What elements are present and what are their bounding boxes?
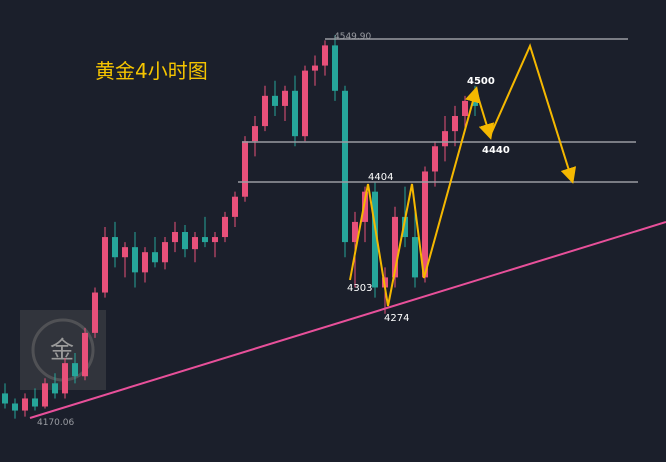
- candle-body: [42, 383, 48, 407]
- candle-body: [2, 393, 8, 404]
- candle-body: [202, 237, 208, 243]
- candle-body: [452, 116, 458, 132]
- candle-body: [152, 252, 158, 263]
- candle-body: [262, 95, 268, 127]
- candle-body: [232, 196, 238, 217]
- price-label: 4549.90: [334, 32, 371, 42]
- candle-body: [342, 90, 348, 243]
- candle-body: [272, 95, 278, 106]
- candle-body: [212, 237, 218, 243]
- candle-body: [52, 383, 58, 394]
- candle-body: [442, 131, 448, 147]
- price-label: 4303: [347, 283, 372, 294]
- candle-body: [132, 247, 138, 273]
- candle-body: [252, 126, 258, 142]
- path-arrow: [489, 43, 577, 184]
- chart-title: 黄金4小时图: [95, 59, 208, 83]
- candle-body: [422, 171, 428, 278]
- candle-body: [22, 398, 28, 411]
- path-arrow: [475, 89, 495, 140]
- path-arrow: [349, 86, 481, 307]
- candle-body: [172, 232, 178, 243]
- price-label: 4274: [384, 313, 409, 324]
- candle-body: [352, 221, 358, 243]
- candle-body: [412, 237, 418, 278]
- candle-body: [462, 100, 468, 117]
- candle-body: [182, 232, 188, 250]
- candle-body: [402, 216, 408, 238]
- candle-body: [392, 216, 398, 278]
- candle-body: [222, 216, 228, 238]
- candle-body: [102, 237, 108, 293]
- candle-body: [282, 90, 288, 106]
- candle-body: [72, 363, 78, 377]
- price-label: 4404: [368, 172, 393, 183]
- candle-body: [302, 70, 308, 137]
- candle-body: [312, 65, 318, 71]
- candle-body: [142, 252, 148, 273]
- candle-body: [112, 237, 118, 258]
- candle-body: [242, 141, 248, 197]
- candle-body: [82, 332, 88, 377]
- candle-body: [322, 45, 328, 66]
- trend-line: [29, 221, 666, 419]
- candle-body: [12, 403, 18, 411]
- candle-body: [292, 90, 298, 137]
- watermark: 金: [50, 336, 74, 364]
- price-label: 4500: [467, 76, 495, 87]
- candle-body: [32, 398, 38, 407]
- candle-body: [192, 237, 198, 250]
- price-label: 4440: [482, 145, 510, 156]
- candle-body: [122, 247, 128, 258]
- candle-body: [372, 191, 378, 288]
- candle-body: [362, 191, 368, 222]
- price-label: 4170.06: [37, 418, 74, 428]
- candle-body: [162, 242, 168, 263]
- candle-body: [432, 146, 438, 172]
- candle-body: [332, 45, 338, 91]
- candle-body: [92, 292, 98, 333]
- candle-body: [62, 363, 68, 394]
- candles: [2, 35, 478, 419]
